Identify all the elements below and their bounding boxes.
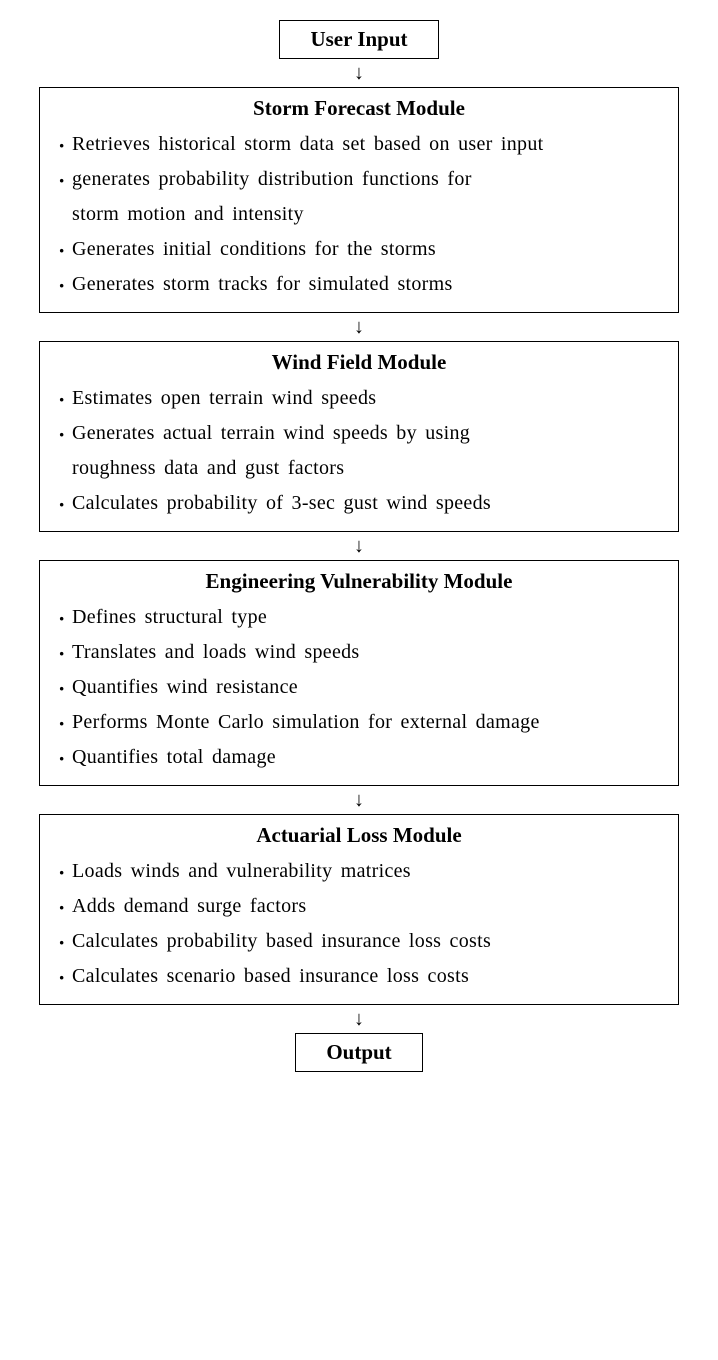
bullet-item: Generates initial conditions for the sto… (58, 232, 662, 267)
engineering-vulnerability-title: Engineering Vulnerability Module (56, 569, 662, 594)
output-title: Output (326, 1040, 391, 1065)
arrow-icon: ↓ (354, 317, 364, 337)
bullet-item: Translates and loads wind speeds (58, 635, 662, 670)
actuarial-loss-box: Actuarial Loss Module Loads winds and vu… (39, 814, 679, 1005)
bullet-continuation: storm motion and intensity (58, 197, 662, 232)
storm-forecast-bullets: Retrieves historical storm data set base… (56, 127, 662, 302)
bullet-item: generates probability distribution funct… (58, 162, 662, 197)
bullet-item: Quantifies wind resistance (58, 670, 662, 705)
engineering-vulnerability-bullets: Defines structural type Translates and l… (56, 600, 662, 775)
bullet-item: Estimates open terrain wind speeds (58, 381, 662, 416)
arrow-icon: ↓ (354, 536, 364, 556)
arrow-icon: ↓ (354, 63, 364, 83)
wind-field-box: Wind Field Module Estimates open terrain… (39, 341, 679, 532)
bullet-item: Calculates probability of 3-sec gust win… (58, 486, 662, 521)
flowchart-container: User Input ↓ Storm Forecast Module Retri… (39, 20, 679, 1072)
bullet-item: Generates actual terrain wind speeds by … (58, 416, 662, 451)
wind-field-title: Wind Field Module (56, 350, 662, 375)
user-input-title: User Input (310, 27, 407, 52)
output-box: Output (295, 1033, 422, 1072)
engineering-vulnerability-box: Engineering Vulnerability Module Defines… (39, 560, 679, 786)
bullet-item: Loads winds and vulnerability matrices (58, 854, 662, 889)
bullet-item: Quantifies total damage (58, 740, 662, 775)
storm-forecast-box: Storm Forecast Module Retrieves historic… (39, 87, 679, 313)
bullet-item: Retrieves historical storm data set base… (58, 127, 662, 162)
bullet-item: Calculates scenario based insurance loss… (58, 959, 662, 994)
bullet-item: Defines structural type (58, 600, 662, 635)
storm-forecast-title: Storm Forecast Module (56, 96, 662, 121)
arrow-icon: ↓ (354, 790, 364, 810)
user-input-box: User Input (279, 20, 438, 59)
bullet-continuation: roughness data and gust factors (58, 451, 662, 486)
bullet-item: Performs Monte Carlo simulation for exte… (58, 705, 662, 740)
actuarial-loss-bullets: Loads winds and vulnerability matrices A… (56, 854, 662, 994)
bullet-item: Adds demand surge factors (58, 889, 662, 924)
arrow-icon: ↓ (354, 1009, 364, 1029)
wind-field-bullets: Estimates open terrain wind speeds Gener… (56, 381, 662, 521)
bullet-item: Calculates probability based insurance l… (58, 924, 662, 959)
actuarial-loss-title: Actuarial Loss Module (56, 823, 662, 848)
bullet-item: Generates storm tracks for simulated sto… (58, 267, 662, 302)
